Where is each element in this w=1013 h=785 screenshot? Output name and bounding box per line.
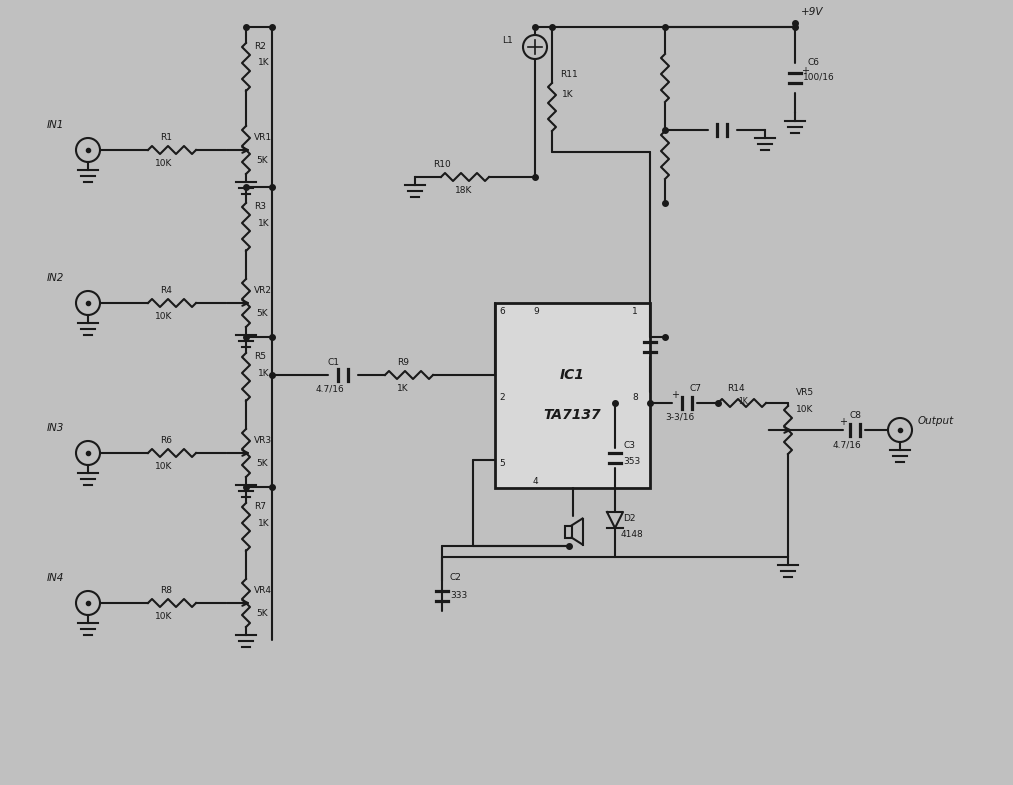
Text: VR1: VR1 [254, 133, 272, 142]
Text: 100/16: 100/16 [803, 73, 835, 82]
Text: VR2: VR2 [254, 286, 272, 295]
Text: 1K: 1K [258, 369, 269, 378]
Text: +: + [839, 417, 847, 427]
Text: 353: 353 [623, 457, 640, 466]
Text: C2: C2 [450, 574, 462, 582]
Text: R5: R5 [254, 352, 266, 361]
Text: +9V: +9V [801, 7, 824, 17]
Text: 10K: 10K [155, 312, 172, 321]
Text: IN2: IN2 [47, 273, 64, 283]
Text: 10K: 10K [796, 405, 813, 414]
Text: 8: 8 [632, 393, 638, 402]
Text: 1K: 1K [258, 58, 269, 67]
Text: R14: R14 [727, 384, 745, 393]
Text: 10K: 10K [155, 159, 172, 168]
Text: L1: L1 [502, 36, 513, 45]
Text: D2: D2 [623, 514, 635, 523]
Text: 5: 5 [499, 458, 504, 468]
Text: 1K: 1K [397, 384, 408, 393]
Text: 333: 333 [450, 590, 467, 600]
Text: C8: C8 [850, 411, 862, 420]
Text: R4: R4 [160, 286, 172, 295]
Text: R9: R9 [397, 358, 409, 367]
Text: VR3: VR3 [254, 436, 272, 445]
Text: 9: 9 [533, 308, 539, 316]
Text: 5K: 5K [256, 309, 267, 318]
Text: 5K: 5K [256, 609, 267, 618]
Text: R3: R3 [254, 202, 266, 211]
Text: IC1: IC1 [560, 368, 585, 382]
Text: C3: C3 [623, 441, 635, 450]
Text: R10: R10 [433, 160, 451, 169]
Text: C1: C1 [328, 358, 340, 367]
Text: R1: R1 [160, 133, 172, 142]
Text: 18K: 18K [455, 186, 472, 195]
Text: TA7137: TA7137 [544, 408, 602, 422]
Text: C7: C7 [689, 384, 701, 393]
Text: 5K: 5K [256, 459, 267, 468]
Text: R11: R11 [560, 70, 577, 79]
Text: 3-3/16: 3-3/16 [665, 413, 694, 422]
Text: R2: R2 [254, 42, 265, 51]
Text: 1K: 1K [562, 90, 573, 99]
Text: IN4: IN4 [47, 573, 64, 583]
Text: 4148: 4148 [621, 530, 643, 539]
Text: 2: 2 [499, 393, 504, 402]
Text: 4: 4 [533, 476, 539, 485]
Text: IN3: IN3 [47, 423, 64, 433]
Text: VR4: VR4 [254, 586, 272, 595]
Text: IN1: IN1 [47, 120, 64, 130]
Text: +: + [801, 66, 809, 76]
Text: Output: Output [918, 416, 954, 426]
Text: 1K: 1K [258, 219, 269, 228]
Text: 6: 6 [499, 308, 504, 316]
Text: 1: 1 [632, 308, 638, 316]
Text: R8: R8 [160, 586, 172, 595]
Text: C6: C6 [808, 58, 820, 67]
Text: R6: R6 [160, 436, 172, 445]
Bar [564, 525, 571, 538]
Text: 4.7/16: 4.7/16 [833, 440, 862, 449]
Text: 10K: 10K [155, 612, 172, 621]
Text: 1K: 1K [738, 397, 748, 406]
Text: 1K: 1K [258, 519, 269, 528]
Text: VR5: VR5 [796, 388, 814, 397]
Text: +: + [671, 390, 679, 400]
Text: 4.7/16: 4.7/16 [316, 384, 344, 393]
Bar [495, 302, 650, 487]
Text: R7: R7 [254, 502, 266, 511]
Text: 10K: 10K [155, 462, 172, 471]
Text: 5K: 5K [256, 156, 267, 165]
